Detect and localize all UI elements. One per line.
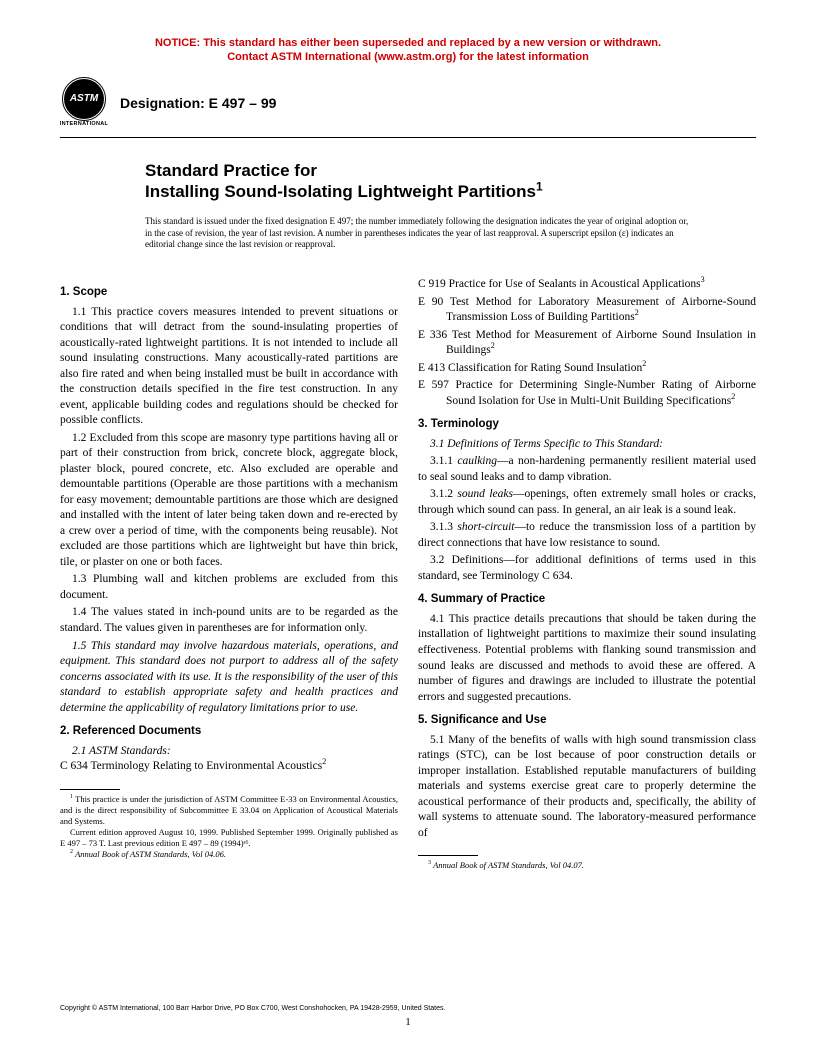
logo-abbrev: ASTM xyxy=(70,93,98,104)
ref-e336: E 336 Test Method for Measurement of Air… xyxy=(418,328,756,359)
ref-e597: E 597 Practice for Determining Single-Nu… xyxy=(418,378,756,409)
logo-circle-icon: ASTM xyxy=(64,79,104,119)
astm-logo: ASTM INTERNATIONAL xyxy=(60,75,108,131)
footnote-rule-left xyxy=(60,789,120,790)
sec4-1: 4.1 This practice details precautions th… xyxy=(418,612,756,705)
title-sup: 1 xyxy=(536,179,543,193)
footnote-1b: Current edition approved August 10, 1999… xyxy=(60,827,398,849)
sec3-1-3: 3.1.3 short-circuit—to reduce the transm… xyxy=(418,520,756,551)
sec1-3: 1.3 Plumbing wall and kitchen problems a… xyxy=(60,572,398,603)
sec5-head: 5. Significance and Use xyxy=(418,713,756,729)
footnote-2: 2 Annual Book of ASTM Standards, Vol 04.… xyxy=(60,849,398,860)
sec1-head: 1. Scope xyxy=(60,285,398,301)
ref-e413: E 413 Classification for Rating Sound In… xyxy=(418,361,756,377)
designation: Designation: E 497 – 99 xyxy=(120,95,276,111)
notice-line1: NOTICE: This standard has either been su… xyxy=(155,37,661,49)
sec3-head: 3. Terminology xyxy=(418,417,756,433)
notice-banner: NOTICE: This standard has either been su… xyxy=(60,36,756,65)
sec1-1: 1.1 This practice covers measures intend… xyxy=(60,305,398,429)
sec4-head: 4. Summary of Practice xyxy=(418,592,756,608)
header-rule xyxy=(60,137,756,138)
sec3-1-1: 3.1.1 caulking—a non-hardening permanent… xyxy=(418,454,756,485)
header: ASTM INTERNATIONAL Designation: E 497 – … xyxy=(60,75,756,131)
right-column: C 919 Practice for Use of Sealants in Ac… xyxy=(418,277,756,871)
sec3-2: 3.2 Definitions—for additional definitio… xyxy=(418,553,756,584)
title-line2: Installing Sound-Isolating Lightweight P… xyxy=(145,182,536,201)
footnote-1: 1 This practice is under the jurisdictio… xyxy=(60,794,398,827)
title-line1: Standard Practice for xyxy=(145,161,317,180)
ref-c634: C 634 Terminology Relating to Environmen… xyxy=(60,759,398,775)
left-column: 1. Scope 1.1 This practice covers measur… xyxy=(60,277,398,871)
logo-subtext: INTERNATIONAL xyxy=(60,121,108,127)
footnote-3: 3 Annual Book of ASTM Standards, Vol 04.… xyxy=(418,860,756,871)
sec5-1: 5.1 Many of the benefits of walls with h… xyxy=(418,733,756,842)
sec3-1-2: 3.1.2 sound leaks—openings, often extrem… xyxy=(418,487,756,518)
ref-c919: C 919 Practice for Use of Sealants in Ac… xyxy=(418,277,756,293)
sec1-4: 1.4 The values stated in inch-pound unit… xyxy=(60,605,398,636)
title: Standard Practice for Installing Sound-I… xyxy=(145,160,756,203)
footnote-rule-right xyxy=(418,855,478,856)
sec3-1: 3.1 Definitions of Terms Specific to Thi… xyxy=(418,437,756,453)
page-number: 1 xyxy=(0,1016,816,1028)
sec2-head: 2. Referenced Documents xyxy=(60,724,398,740)
issuance-note: This standard is issued under the fixed … xyxy=(60,216,756,251)
copyright: Copyright © ASTM International, 100 Barr… xyxy=(60,1005,445,1012)
notice-line2: Contact ASTM International (www.astm.org… xyxy=(227,51,589,63)
sec2-1: 2.1 ASTM Standards: xyxy=(60,744,398,760)
sec1-5: 1.5 This standard may involve hazardous … xyxy=(60,639,398,717)
ref-e90: E 90 Test Method for Laboratory Measurem… xyxy=(418,295,756,326)
title-block: Standard Practice for Installing Sound-I… xyxy=(60,160,756,203)
body-columns: 1. Scope 1.1 This practice covers measur… xyxy=(60,277,756,871)
sec1-2: 1.2 Excluded from this scope are masonry… xyxy=(60,431,398,571)
